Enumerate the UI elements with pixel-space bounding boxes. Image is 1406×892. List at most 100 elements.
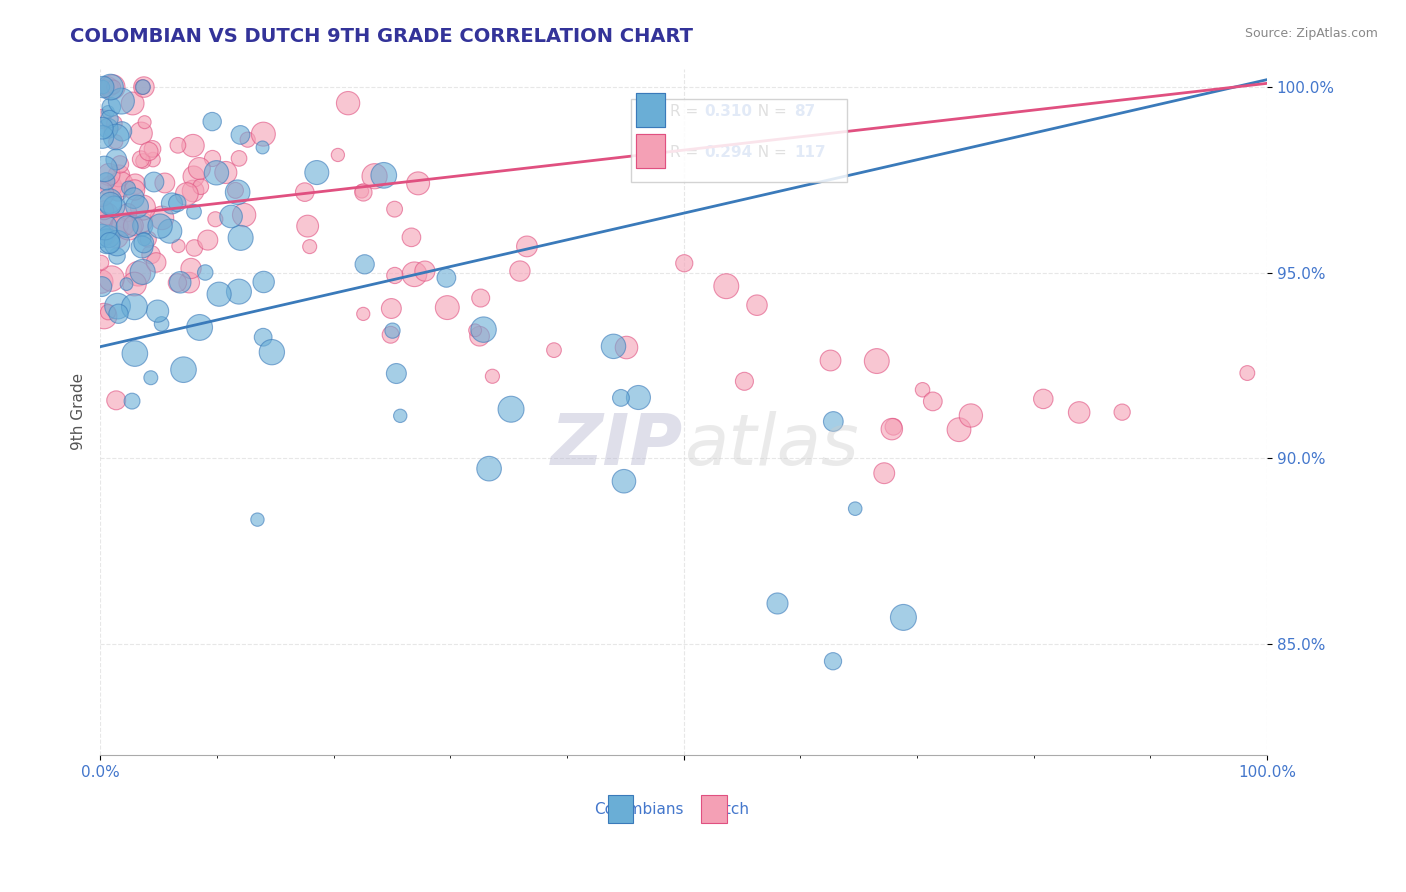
Point (103, 80, 125, 95)
Text: COLOMBIAN VS DUTCH 9TH GRADE CORRELATION CHART: COLOMBIAN VS DUTCH 9TH GRADE CORRELATION… (70, 27, 693, 45)
Point (115, 277, 138, 292)
Point (252, 140, 274, 154)
Point (893, 610, 915, 624)
Point (464, 323, 486, 337)
Point (121, 96, 143, 111)
Point (404, 267, 426, 281)
Point (110, 178, 132, 192)
Point (194, 265, 217, 279)
Point (948, 423, 970, 437)
Point (509, 264, 531, 278)
Point (124, 277, 146, 291)
Point (873, 466, 896, 480)
Point (90, 279, 112, 293)
Y-axis label: 9th Grade: 9th Grade (72, 373, 86, 450)
Point (110, 94, 132, 108)
Text: 117: 117 (794, 145, 827, 160)
Point (153, 176, 176, 190)
Point (139, 370, 162, 384)
Point (208, 287, 231, 301)
Point (146, 304, 169, 318)
Point (129, 126, 152, 140)
Point (384, 202, 406, 216)
Point (97, 305, 120, 319)
Point (627, 391, 650, 405)
Text: ZIP: ZIP (551, 411, 683, 481)
Point (380, 327, 402, 342)
Point (131, 240, 153, 254)
Point (226, 185, 249, 199)
Point (745, 298, 768, 312)
Point (132, 219, 155, 233)
Point (122, 191, 145, 205)
Point (100, 100, 122, 114)
Point (960, 409, 983, 423)
Point (131, 265, 153, 279)
Point (139, 247, 162, 261)
Text: Source: ZipAtlas.com: Source: ZipAtlas.com (1244, 27, 1378, 40)
Point (141, 142, 163, 156)
Point (352, 307, 374, 321)
Point (105, 249, 128, 263)
Point (204, 212, 226, 227)
Point (93, 161, 115, 176)
Point (176, 187, 198, 202)
Text: Dutch: Dutch (683, 802, 748, 817)
Point (96, 174, 118, 188)
FancyBboxPatch shape (636, 93, 665, 127)
Point (117, 205, 139, 219)
Point (91, 80, 114, 95)
Point (136, 232, 159, 246)
Point (911, 383, 934, 397)
Point (138, 145, 160, 159)
Point (134, 115, 156, 129)
Point (167, 239, 190, 253)
Point (124, 177, 146, 191)
Point (616, 341, 638, 355)
Point (132, 80, 155, 95)
Point (90, 275, 112, 289)
Point (305, 165, 328, 179)
Point (716, 279, 738, 293)
Point (96, 207, 118, 221)
FancyBboxPatch shape (702, 795, 727, 823)
Point (252, 127, 274, 141)
Point (132, 235, 155, 250)
Point (478, 461, 501, 475)
Point (1236, 366, 1258, 380)
Point (224, 183, 246, 197)
Point (882, 419, 904, 434)
Point (90, 112, 112, 126)
Point (1069, 405, 1091, 419)
Point (97, 121, 120, 136)
Point (436, 301, 458, 315)
Point (100, 179, 122, 194)
Point (481, 369, 503, 384)
Point (921, 394, 943, 409)
Point (468, 329, 491, 343)
Point (844, 501, 866, 516)
Point (131, 215, 153, 229)
Point (111, 218, 134, 232)
Point (107, 307, 129, 321)
Point (105, 130, 128, 145)
Text: 87: 87 (794, 103, 815, 119)
Point (98, 194, 121, 208)
Point (107, 185, 129, 199)
Text: R =: R = (669, 145, 703, 160)
Point (229, 231, 252, 245)
Point (103, 116, 125, 130)
Point (117, 181, 139, 195)
Point (228, 152, 250, 166)
Point (190, 179, 212, 194)
Point (1032, 392, 1054, 406)
Point (149, 219, 172, 233)
Point (183, 241, 205, 255)
Text: 0.310: 0.310 (704, 103, 752, 119)
Point (118, 220, 141, 235)
Point (91, 80, 114, 95)
Point (107, 299, 129, 313)
Point (131, 80, 153, 95)
Point (673, 256, 696, 270)
Point (820, 353, 842, 368)
